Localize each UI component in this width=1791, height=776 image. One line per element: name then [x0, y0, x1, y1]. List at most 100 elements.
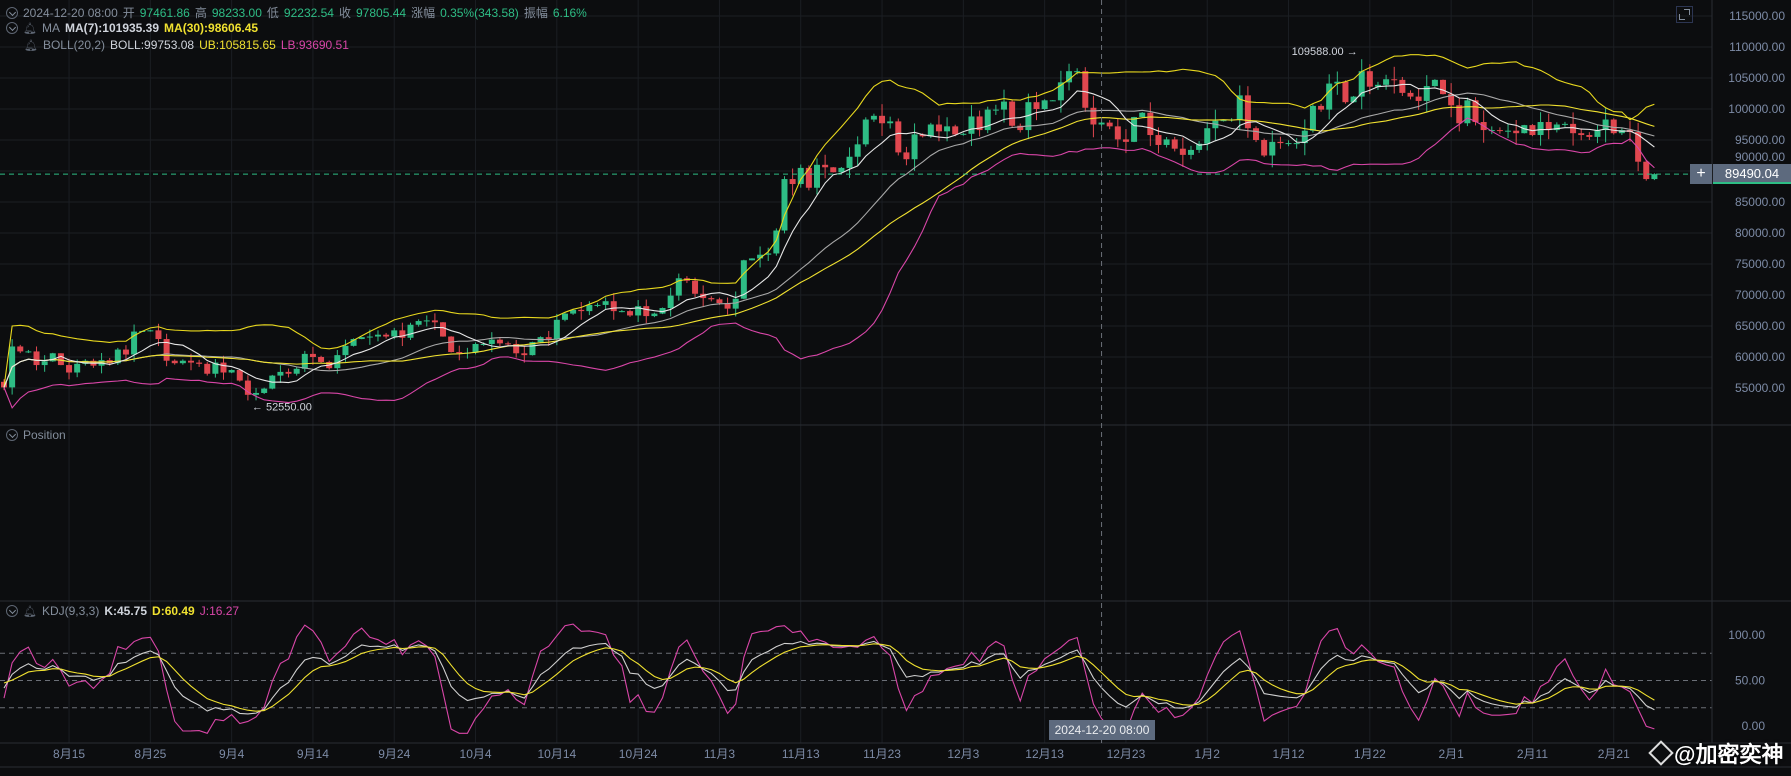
candle-body: [1139, 112, 1146, 118]
amplitude-value: 6.16%: [552, 5, 587, 20]
candle-body: [472, 343, 479, 353]
candle: [33, 346, 40, 371]
candle-body: [480, 343, 487, 345]
candle-body: [293, 368, 300, 374]
candle-body: [1635, 131, 1642, 162]
candle-body: [553, 319, 560, 340]
add-order-plus-button[interactable]: +: [1690, 164, 1712, 184]
low-label: 低: [266, 6, 279, 20]
candle: [1358, 59, 1365, 110]
candle-body: [1269, 141, 1276, 156]
candle-body: [220, 362, 227, 373]
candle: [724, 297, 731, 315]
candle: [147, 329, 154, 332]
candle: [553, 313, 560, 346]
candle-body: [196, 362, 203, 364]
price-tick-label: 60000.00: [1735, 350, 1785, 364]
candle-body: [1326, 83, 1333, 110]
time-tick-label: 10月24: [619, 747, 658, 761]
candle-body: [1594, 130, 1601, 137]
candle: [1529, 124, 1536, 137]
fullscreen-icon[interactable]: [1676, 6, 1693, 23]
ma-name[interactable]: MA: [41, 21, 60, 35]
candle: [862, 117, 869, 147]
candle-body: [187, 360, 194, 363]
candle: [1374, 81, 1381, 90]
candle: [1000, 89, 1007, 123]
candle: [399, 322, 406, 347]
candle-body: [57, 353, 64, 366]
candle-body: [163, 339, 170, 361]
candle-body: [561, 313, 568, 320]
candle-body: [1407, 92, 1414, 97]
candle-body: [1301, 130, 1308, 144]
position-name[interactable]: Position: [23, 428, 66, 442]
boll-name[interactable]: BOLL(20,2): [42, 38, 106, 52]
candle: [773, 228, 780, 256]
candle: [1041, 99, 1048, 111]
time-tick-label: 1月2: [1195, 747, 1221, 761]
candle-body: [870, 115, 877, 120]
time-tick-label: 10月4: [460, 747, 492, 761]
bell-icon[interactable]: 🔔︎: [24, 39, 38, 52]
candle-body: [1391, 79, 1398, 81]
collapse-chevron-icon[interactable]: [6, 22, 18, 34]
candle-body: [431, 320, 438, 323]
candle-body: [309, 353, 316, 357]
candle-body: [1106, 122, 1113, 127]
candle-body: [578, 309, 585, 312]
price-tick-label: 90000.00: [1735, 150, 1785, 164]
candle: [196, 359, 203, 367]
candle: [765, 247, 772, 262]
collapse-chevron-icon[interactable]: [6, 605, 18, 617]
candle: [887, 116, 894, 129]
candle: [643, 299, 650, 324]
time-tick-label: 12月13: [1025, 747, 1064, 761]
candle-body: [944, 126, 951, 132]
candle-body: [1066, 71, 1073, 83]
change-value: 0.35%(343.58): [440, 5, 519, 20]
candle: [1318, 103, 1325, 112]
time-tick-label: 11月23: [863, 747, 901, 761]
kdj-name[interactable]: KDJ(9,3,3): [41, 604, 100, 618]
candle: [236, 369, 243, 382]
close-label: 收: [338, 6, 351, 20]
collapse-chevron-icon[interactable]: [6, 429, 18, 441]
candle: [789, 168, 796, 196]
kdj-tick-label: 50.00: [1735, 674, 1765, 688]
candle-body: [1440, 79, 1447, 95]
ma7-line: [3, 83, 1655, 388]
candle-body: [350, 339, 357, 346]
candle-body: [33, 351, 40, 366]
candle: [253, 387, 260, 401]
candle: [992, 104, 999, 115]
candle: [1122, 129, 1129, 154]
candle-body: [114, 349, 121, 364]
bell-icon[interactable]: 🔔︎: [23, 22, 37, 35]
candle-body: [1448, 94, 1455, 106]
candle-body: [277, 371, 284, 376]
candle: [1277, 136, 1284, 149]
kdj-k-line: [3, 640, 1655, 715]
candle: [25, 349, 32, 354]
candle: [748, 258, 755, 261]
bell-icon[interactable]: 🔔︎: [23, 605, 37, 618]
candle: [635, 300, 642, 323]
kdj-j-line: [3, 623, 1655, 734]
candle: [1456, 97, 1463, 132]
collapse-chevron-icon[interactable]: [6, 6, 18, 19]
candle-body: [919, 134, 926, 137]
candle: [407, 322, 414, 340]
candle-body: [635, 306, 642, 316]
candle: [545, 330, 552, 346]
time-tick-label: 2月1: [1438, 747, 1464, 761]
candle-body: [415, 321, 422, 325]
candle: [1066, 63, 1073, 91]
candle: [440, 322, 447, 337]
candle-body: [862, 119, 869, 145]
candle: [1082, 67, 1089, 112]
candle: [66, 358, 73, 380]
candle: [1440, 79, 1447, 95]
candle: [651, 312, 658, 318]
